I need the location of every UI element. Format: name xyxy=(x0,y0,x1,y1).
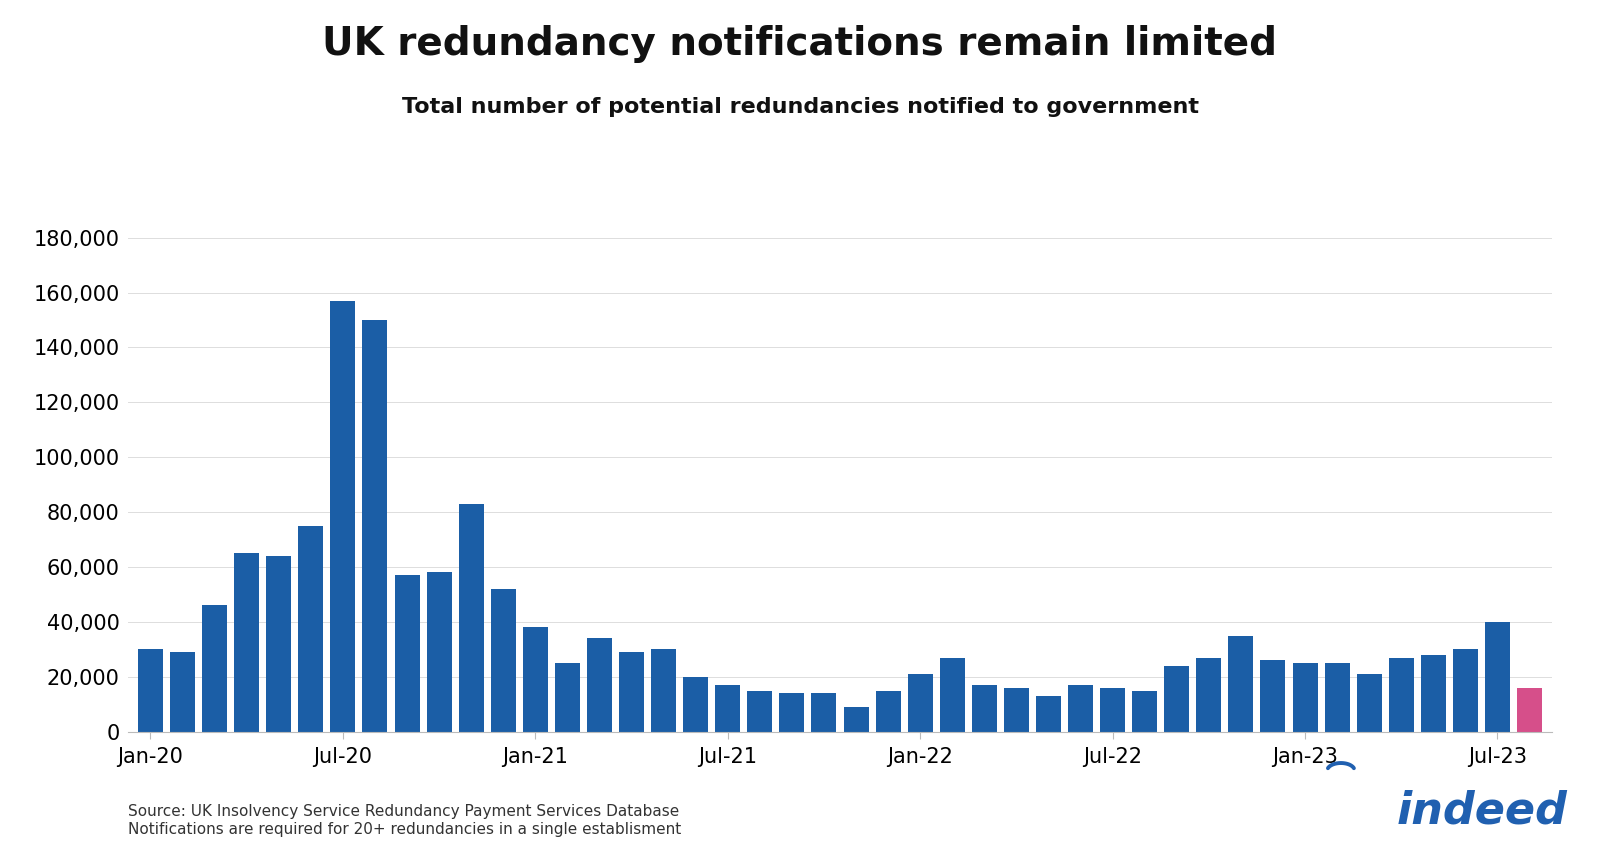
Bar xyxy=(843,707,869,732)
Bar xyxy=(1261,660,1285,732)
Bar xyxy=(330,301,355,732)
Bar xyxy=(1165,666,1189,732)
Bar xyxy=(266,556,291,732)
Bar xyxy=(234,553,259,732)
Bar xyxy=(1517,688,1542,732)
Bar xyxy=(587,638,611,732)
Bar xyxy=(1293,663,1317,732)
Bar xyxy=(1069,685,1093,732)
Bar xyxy=(1421,655,1446,732)
Bar xyxy=(747,690,773,732)
Text: Source: UK Insolvency Service Redundancy Payment Services Database
Notifications: Source: UK Insolvency Service Redundancy… xyxy=(128,804,682,837)
Bar xyxy=(1453,649,1478,732)
Bar xyxy=(875,690,901,732)
Bar xyxy=(1485,621,1510,732)
Bar xyxy=(555,663,579,732)
Bar xyxy=(1101,688,1125,732)
Bar xyxy=(715,685,741,732)
Bar xyxy=(1133,690,1157,732)
Bar xyxy=(298,526,323,732)
Bar xyxy=(1357,674,1382,732)
Bar xyxy=(939,658,965,732)
Bar xyxy=(202,606,227,732)
Bar xyxy=(427,573,451,732)
Bar xyxy=(1197,658,1221,732)
Bar xyxy=(779,693,805,732)
Bar xyxy=(395,575,419,732)
Bar xyxy=(683,677,709,732)
Bar xyxy=(459,504,483,732)
Bar xyxy=(907,674,933,732)
Bar xyxy=(523,627,547,732)
Bar xyxy=(170,652,195,732)
Bar xyxy=(1003,688,1029,732)
Bar xyxy=(811,693,837,732)
Bar xyxy=(971,685,997,732)
Bar xyxy=(491,589,515,732)
Bar xyxy=(363,320,387,732)
Bar xyxy=(1325,663,1350,732)
Text: indeed: indeed xyxy=(1397,790,1568,833)
Bar xyxy=(651,649,677,732)
Bar xyxy=(1035,696,1061,732)
Bar xyxy=(1389,658,1414,732)
Text: UK redundancy notifications remain limited: UK redundancy notifications remain limit… xyxy=(323,25,1277,63)
Bar xyxy=(619,652,645,732)
Text: Total number of potential redundancies notified to government: Total number of potential redundancies n… xyxy=(402,97,1198,117)
Bar xyxy=(1229,636,1253,732)
Bar xyxy=(138,649,163,732)
